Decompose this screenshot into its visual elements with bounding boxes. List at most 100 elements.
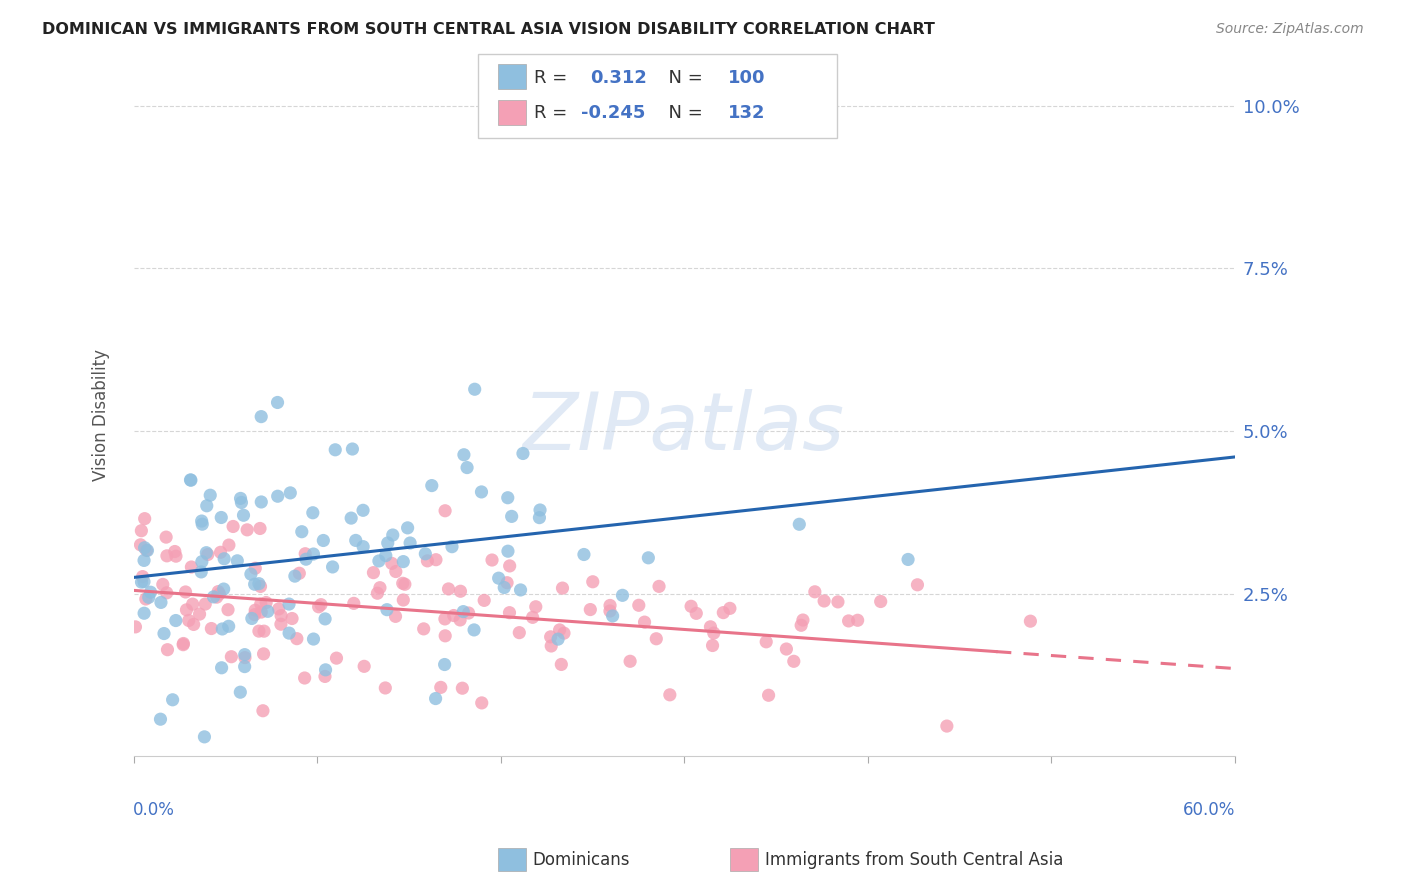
Point	[233, 650, 256, 665]
Point	[152, 577, 174, 591]
Point	[374, 681, 396, 695]
Point	[232, 508, 254, 523]
Point	[183, 617, 205, 632]
Point	[381, 528, 404, 542]
Point	[314, 612, 336, 626]
Point	[322, 560, 344, 574]
Point	[245, 561, 267, 575]
Point	[501, 509, 523, 524]
Point	[195, 499, 218, 513]
Point	[243, 577, 266, 591]
Point	[602, 609, 624, 624]
Text: ZIPatlas: ZIPatlas	[523, 389, 845, 467]
Point	[434, 504, 457, 518]
Point	[294, 547, 316, 561]
Point	[551, 581, 574, 595]
Point	[249, 579, 271, 593]
Point	[135, 592, 157, 607]
Point	[579, 602, 602, 616]
Point	[278, 626, 301, 640]
Point	[508, 625, 530, 640]
Point	[352, 503, 374, 517]
Point	[291, 524, 314, 539]
Point	[758, 688, 780, 702]
Point	[838, 614, 860, 628]
Point	[155, 530, 177, 544]
Point	[129, 538, 152, 552]
Point	[391, 576, 413, 591]
Point	[449, 584, 471, 599]
Point	[233, 648, 256, 662]
Point	[599, 599, 621, 613]
Point	[195, 546, 218, 560]
Point	[188, 607, 211, 621]
Point	[399, 536, 422, 550]
Point	[412, 622, 434, 636]
Point	[281, 611, 304, 625]
Point	[394, 577, 416, 591]
Point	[453, 605, 475, 619]
Point	[813, 594, 835, 608]
Point	[342, 442, 364, 456]
Point	[156, 586, 179, 600]
Point	[451, 681, 474, 696]
Point	[522, 610, 544, 624]
Point	[124, 620, 146, 634]
Point	[221, 649, 243, 664]
Point	[177, 614, 200, 628]
Point	[309, 598, 332, 612]
Point	[375, 602, 398, 616]
Point	[437, 582, 460, 596]
Point	[245, 603, 267, 617]
Point	[131, 575, 153, 590]
Point	[496, 491, 519, 505]
Point	[827, 595, 849, 609]
Point	[703, 626, 725, 640]
Text: Immigrants from South Central Asia: Immigrants from South Central Asia	[765, 851, 1063, 869]
Point	[1019, 614, 1042, 628]
Text: 0.312: 0.312	[591, 69, 647, 87]
Point	[193, 730, 215, 744]
Point	[180, 560, 202, 574]
Point	[637, 550, 659, 565]
Point	[135, 543, 157, 558]
Point	[612, 588, 634, 602]
Point	[550, 657, 572, 672]
Point	[648, 579, 671, 593]
Point	[416, 554, 439, 568]
Text: DOMINICAN VS IMMIGRANTS FROM SOUTH CENTRAL ASIA VISION DISABILITY CORRELATION CH: DOMINICAN VS IMMIGRANTS FROM SOUTH CENTR…	[42, 22, 935, 37]
Point	[582, 574, 605, 589]
Point	[243, 607, 266, 622]
Point	[425, 691, 447, 706]
Point	[172, 638, 194, 652]
Point	[180, 473, 202, 487]
Point	[132, 574, 155, 589]
Y-axis label: Vision Disability: Vision Disability	[93, 349, 110, 481]
Text: 60.0%: 60.0%	[1184, 801, 1236, 819]
Point	[433, 657, 456, 672]
Point	[368, 581, 391, 595]
Point	[553, 626, 575, 640]
Point	[249, 521, 271, 535]
Point	[325, 651, 347, 665]
Point	[633, 615, 655, 629]
Point	[425, 552, 447, 566]
Text: Dominicans: Dominicans	[533, 851, 630, 869]
Point	[471, 696, 494, 710]
Point	[190, 565, 212, 579]
Point	[434, 629, 457, 643]
Text: 132: 132	[728, 104, 766, 122]
Point	[190, 514, 212, 528]
Point	[343, 596, 366, 610]
Point	[846, 613, 869, 627]
Text: -0.245: -0.245	[581, 104, 645, 122]
Point	[547, 632, 569, 647]
Point	[212, 582, 235, 596]
Point	[131, 569, 153, 583]
Point	[619, 654, 641, 668]
Point	[131, 524, 153, 538]
Point	[253, 624, 276, 639]
Point	[197, 548, 219, 562]
Point	[323, 442, 346, 457]
Point	[897, 552, 920, 566]
